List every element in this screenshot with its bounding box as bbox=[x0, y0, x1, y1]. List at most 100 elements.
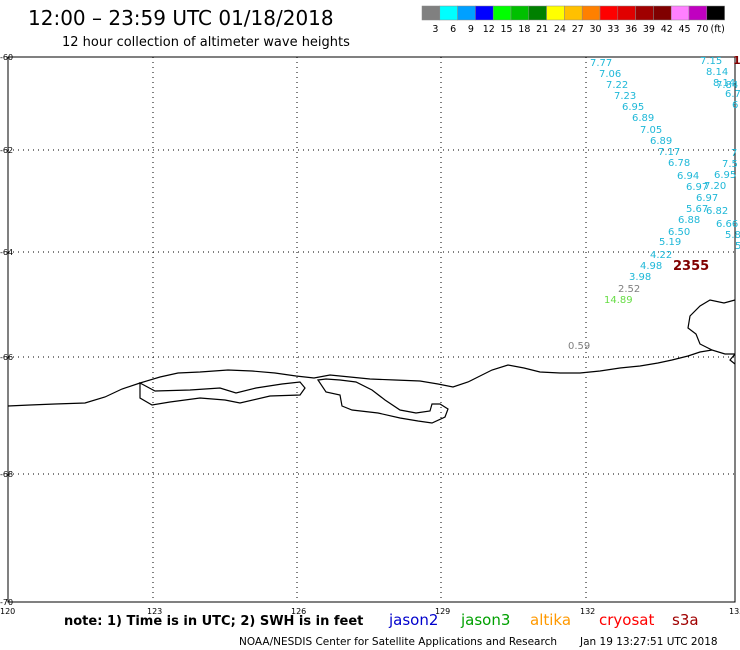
lon-tick-label: 126 bbox=[291, 607, 306, 616]
satellite-altika: altika bbox=[530, 611, 571, 629]
map-subtitle: 12 hour collection of altimeter wave hei… bbox=[62, 35, 350, 50]
legend-swatch bbox=[439, 5, 458, 21]
axis-tick-labels: 120 123 126 129 132 135 -60 -62 -64 -66 -68 -70 bbox=[0, 53, 740, 616]
legend-swatch bbox=[546, 5, 565, 21]
coastline-embayment bbox=[316, 378, 449, 424]
wave-height-value: 0.59 bbox=[568, 341, 590, 352]
legend-label: 15 bbox=[501, 24, 513, 35]
legend-label: 27 bbox=[572, 24, 584, 35]
wave-height-value: 6.94 bbox=[677, 171, 699, 182]
legend-label: 45 bbox=[679, 24, 691, 35]
wave-height-value: 14.89 bbox=[604, 295, 633, 306]
wave-height-value: 5.19 bbox=[659, 237, 681, 248]
lat-tick-label: -60 bbox=[0, 53, 13, 62]
wave-height-value: 7.84 bbox=[716, 80, 738, 91]
wave-height-value: 3.98 bbox=[629, 272, 651, 283]
legend-swatch bbox=[421, 5, 441, 21]
wave-height-value: 7.05 bbox=[640, 125, 662, 136]
wave-height-value: 6.89 bbox=[632, 113, 654, 124]
wave-height-value: 6.88 bbox=[678, 215, 700, 226]
legend-swatch bbox=[492, 5, 512, 21]
wave-height-value: 6.50 bbox=[668, 227, 690, 238]
legend-swatch bbox=[688, 5, 708, 21]
legend-label: 42 bbox=[661, 24, 673, 35]
wave-height-value: 6.97 bbox=[696, 193, 718, 204]
wave-height-value: 2.52 bbox=[618, 284, 640, 295]
legend-swatch bbox=[564, 5, 583, 21]
color-legend: 3 6 9 12 15 18 21 24 27 30 33 36 39 42 45 70 (ft) bbox=[421, 5, 725, 35]
legend-label: 3 bbox=[432, 24, 438, 35]
coastline-inlet bbox=[139, 381, 306, 406]
lon-tick-label: 132 bbox=[580, 607, 595, 616]
lon-tick-label: 129 bbox=[435, 607, 450, 616]
footer-timestamp: Jan 19 13:27:51 UTC 2018 bbox=[579, 636, 718, 648]
footer-credit: NOAA/NESDIS Center for Satellite Applica… bbox=[239, 636, 557, 648]
legend-swatch bbox=[635, 5, 654, 21]
legend-swatch bbox=[528, 5, 547, 21]
legend-label: 9 bbox=[468, 24, 474, 35]
track-time-label: 2355 bbox=[673, 259, 709, 274]
wave-height-value: 6.95 bbox=[622, 102, 644, 113]
lon-tick-label: 120 bbox=[0, 607, 15, 616]
wave-height-value: 8.14 bbox=[713, 78, 735, 89]
legend-swatch bbox=[581, 5, 601, 21]
wave-height-value: 8.14 bbox=[706, 67, 728, 78]
wave-height-value: 7 bbox=[731, 148, 737, 159]
wave-height-value: 6.97 bbox=[686, 182, 708, 193]
wave-height-value: 4.22 bbox=[650, 250, 672, 261]
wave-height-value: 7.06 bbox=[599, 69, 621, 80]
wave-height-value: 7.23 bbox=[614, 91, 636, 102]
wave-height-value: 7.20 bbox=[704, 181, 726, 192]
legend-swatch bbox=[457, 5, 476, 21]
wave-height-value: 6.78 bbox=[668, 158, 690, 169]
wave-height-value: 6 bbox=[732, 100, 738, 111]
lat-tick-label: -66 bbox=[0, 353, 13, 362]
coastline-peninsula bbox=[687, 299, 736, 351]
satellite-legend: jason2 jason3 altika cryosat s3a bbox=[388, 611, 699, 629]
legend-label: 12 bbox=[483, 24, 495, 35]
wave-height-value: 7.15 bbox=[700, 56, 722, 67]
lon-tick-label: 123 bbox=[147, 607, 162, 616]
satellite-jason2: jason2 bbox=[388, 611, 438, 629]
legend-swatch bbox=[599, 5, 619, 21]
legend-swatch bbox=[510, 5, 530, 21]
legend-label: 39 bbox=[643, 24, 655, 35]
satellite-s3a: s3a bbox=[672, 611, 699, 629]
legend-swatch bbox=[706, 5, 725, 21]
wave-height-value: 7.5 bbox=[722, 159, 738, 170]
wave-height-value: 6.7 bbox=[725, 89, 740, 100]
track-edge-mark: 1 bbox=[733, 54, 740, 67]
legend-swatch bbox=[475, 5, 494, 21]
map-title: 12:00 – 23:59 UTC 01/18/2018 bbox=[28, 6, 334, 30]
wave-height-value: 6.82 bbox=[706, 206, 728, 217]
coastline-edge bbox=[729, 353, 736, 365]
satellite-jason3: jason3 bbox=[460, 611, 510, 629]
legend-label: 36 bbox=[625, 24, 637, 35]
legend-swatch bbox=[670, 5, 690, 21]
legend-swatch bbox=[653, 5, 672, 21]
plot-frame bbox=[7, 56, 736, 603]
wave-height-value: 6.66 bbox=[716, 219, 738, 230]
lat-tick-label: -68 bbox=[0, 470, 13, 479]
gridlines bbox=[8, 57, 735, 602]
wave-height-value: 5.67 bbox=[686, 204, 708, 215]
legend-label: 6 bbox=[450, 24, 456, 35]
wave-height-value: 5 bbox=[735, 241, 740, 252]
lon-tick-label: 135 bbox=[729, 607, 740, 616]
wave-height-value: 7.17 bbox=[658, 147, 680, 158]
lat-tick-label: -64 bbox=[0, 248, 13, 257]
footer-note: note: 1) Time is in UTC; 2) SWH is in fe… bbox=[64, 614, 363, 629]
lat-tick-label: -70 bbox=[0, 598, 13, 607]
legend-swatch bbox=[617, 5, 636, 21]
wave-height-value: 7.22 bbox=[606, 80, 628, 91]
legend-label: 18 bbox=[518, 24, 530, 35]
wave-height-value: 5.8 bbox=[725, 230, 740, 241]
legend-label: 70 bbox=[696, 24, 708, 35]
legend-label: 21 bbox=[536, 24, 548, 35]
lat-tick-label: -62 bbox=[0, 146, 13, 155]
wave-height-value: 7.77 bbox=[590, 58, 612, 69]
satellite-cryosat: cryosat bbox=[599, 611, 654, 629]
legend-label: 30 bbox=[590, 24, 602, 35]
legend-unit: (ft) bbox=[711, 24, 725, 35]
